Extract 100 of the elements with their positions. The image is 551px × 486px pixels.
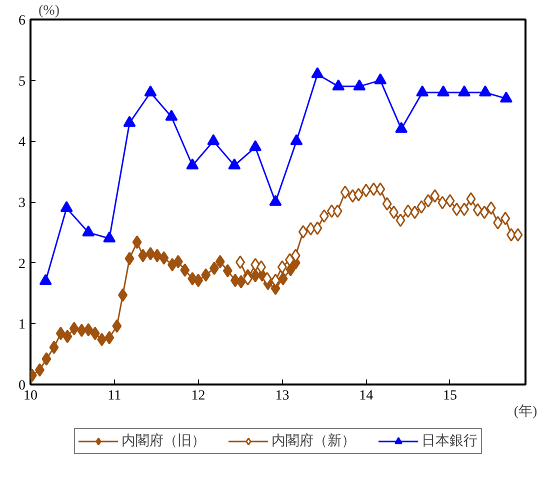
point: [207, 134, 220, 146]
point: [290, 134, 303, 146]
point: [209, 262, 219, 276]
point: [382, 197, 392, 211]
point: [290, 248, 300, 262]
point: [396, 214, 406, 227]
point: [452, 202, 462, 216]
point: [410, 206, 420, 220]
x-tick-label: 14: [359, 388, 374, 404]
point: [62, 330, 72, 344]
x-tick-label: 10: [24, 388, 38, 404]
point: [76, 324, 86, 338]
point: [298, 225, 308, 239]
point: [124, 252, 134, 266]
y-tick-label: 6: [18, 14, 26, 28]
point: [284, 253, 294, 267]
point: [277, 260, 287, 274]
point: [165, 110, 178, 121]
point: [82, 225, 95, 236]
point: [152, 248, 162, 262]
point: [49, 340, 59, 354]
y-tick-label: 3: [18, 196, 26, 211]
point: [430, 189, 440, 203]
point: [403, 204, 413, 218]
point: [262, 272, 272, 286]
point: [112, 319, 122, 333]
point: [319, 209, 329, 223]
point: [201, 268, 211, 282]
point: [60, 200, 73, 212]
point: [118, 288, 128, 302]
point: [437, 85, 450, 96]
point: [340, 186, 350, 200]
point: [395, 122, 408, 133]
point: [138, 248, 148, 262]
point: [235, 255, 245, 269]
point: [42, 352, 52, 366]
point: [104, 330, 114, 344]
point: [376, 182, 386, 196]
point: [146, 246, 156, 260]
point: [222, 264, 232, 278]
point: [236, 274, 246, 288]
point: [56, 326, 66, 340]
point: [144, 85, 157, 96]
point: [480, 206, 490, 220]
legend-label: 内閣府（新）: [272, 432, 356, 450]
y-tick-label: 0: [18, 378, 26, 394]
point: [466, 192, 476, 206]
point: [389, 206, 399, 220]
point: [278, 272, 288, 286]
point: [312, 221, 322, 235]
point: [256, 260, 266, 274]
point: [173, 254, 183, 268]
point: [472, 203, 482, 217]
point: [354, 188, 364, 202]
x-tick-label: 13: [275, 388, 290, 404]
point: [416, 200, 426, 214]
point: [132, 235, 142, 249]
legend-label: 内閣府（旧）: [122, 432, 206, 450]
point: [332, 204, 342, 218]
point: [438, 196, 448, 210]
point: [69, 322, 79, 336]
point: [513, 228, 523, 242]
point: [180, 263, 190, 277]
point: [493, 216, 503, 230]
point: [445, 194, 455, 208]
point: [306, 222, 316, 236]
point: [311, 67, 324, 78]
point: [486, 201, 496, 215]
point: [249, 140, 262, 152]
point: [506, 228, 516, 242]
point: [215, 254, 225, 268]
y-tick-label: 1: [18, 318, 26, 333]
point: [478, 85, 492, 96]
point: [123, 116, 136, 127]
point: [500, 212, 510, 226]
point: [84, 323, 94, 336]
y-tick-label: 4: [18, 135, 26, 150]
legend-label: 日本銀行: [422, 432, 478, 450]
point: [361, 184, 371, 198]
x-tick-label: 15: [442, 388, 457, 404]
point: [460, 202, 470, 216]
point: [353, 79, 366, 90]
point: [90, 326, 100, 340]
y-tick-label: 2: [18, 256, 26, 272]
point: [269, 194, 282, 206]
point: [186, 158, 199, 170]
x-tick-label: 11: [108, 388, 122, 404]
point: [368, 182, 378, 196]
x-tick-label: 12: [191, 388, 206, 404]
point: [103, 231, 116, 242]
point: [286, 262, 296, 276]
y-axis-title: (%): [38, 4, 60, 18]
point: [500, 91, 512, 103]
point: [416, 85, 429, 96]
y-tick-label: 5: [18, 74, 26, 90]
point: [97, 332, 107, 346]
point: [423, 194, 433, 208]
point: [374, 73, 387, 84]
x-axis-title: (年): [514, 404, 538, 420]
point: [159, 251, 169, 265]
